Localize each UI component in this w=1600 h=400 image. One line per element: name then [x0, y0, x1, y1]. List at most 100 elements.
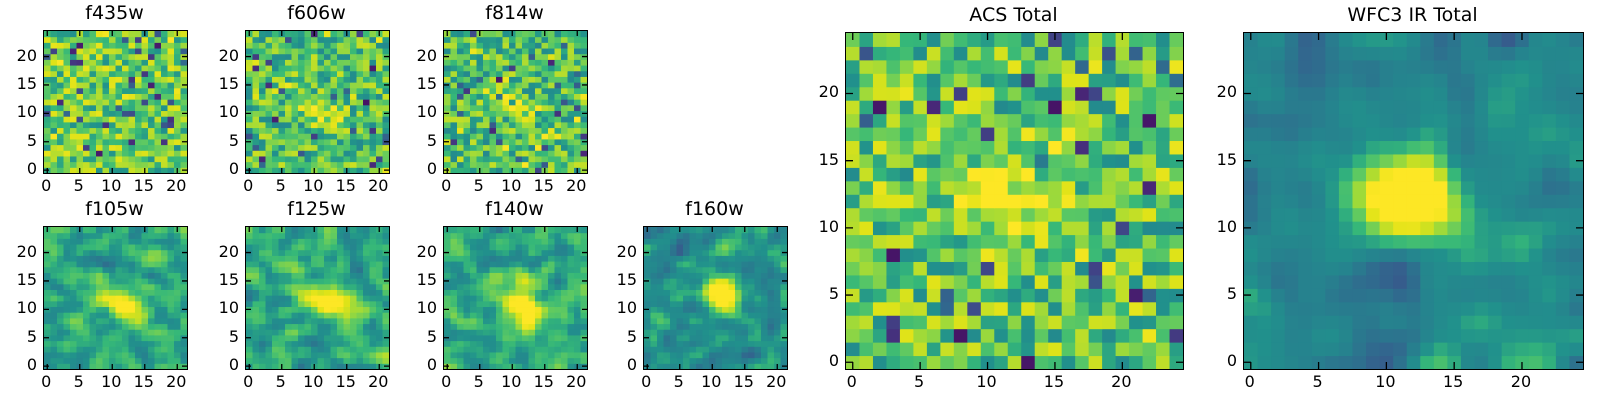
panel-title-f160w: f160w — [685, 198, 744, 220]
heatmap-canvas-wfc3-ir-total — [1243, 32, 1584, 370]
x-tick-label-acs-total-10: 10 — [976, 372, 997, 391]
y-tick-label-f140w-20: 20 — [416, 241, 437, 261]
x-tick-label-f814w-0: 0 — [441, 176, 452, 195]
y-tick-label-f814w-15: 15 — [416, 73, 437, 93]
x-tick-label-wfc3-ir-total-15: 15 — [1442, 372, 1464, 391]
heatmap-canvas-f140w — [443, 226, 588, 370]
heatmap-canvas-f435w — [43, 30, 188, 174]
x-tick-label-f435w-0: 0 — [41, 176, 52, 195]
y-tick-label-f160w-10: 10 — [616, 298, 637, 318]
y-tick-label-f160w-5: 5 — [626, 326, 637, 346]
y-tick-label-f105w-5: 5 — [26, 326, 37, 346]
x-tick-label-f140w-15: 15 — [533, 372, 554, 391]
x-tick-label-f160w-20: 20 — [766, 372, 787, 391]
y-tick-label-f125w-5: 5 — [228, 326, 239, 346]
panel-title-f814w: f814w — [485, 2, 544, 24]
y-tick-label-f125w-0: 0 — [228, 355, 239, 375]
y-tick-label-acs-total-20: 20 — [818, 82, 839, 102]
panel-title-f105w: f105w — [85, 198, 144, 220]
panel-title-f435w: f435w — [85, 2, 144, 24]
y-tick-label-acs-total-0: 0 — [828, 351, 839, 371]
y-tick-label-f606w-10: 10 — [218, 102, 239, 122]
y-tick-label-f105w-0: 0 — [26, 355, 37, 375]
x-tick-label-acs-total-15: 15 — [1043, 372, 1065, 391]
y-tick-label-wfc3-ir-total-15: 15 — [1216, 149, 1237, 169]
y-tick-label-acs-total-15: 15 — [818, 149, 839, 169]
y-tick-label-f125w-10: 10 — [218, 298, 239, 318]
x-tick-label-f140w-20: 20 — [566, 372, 587, 391]
x-tick-label-acs-total-20: 20 — [1111, 372, 1132, 391]
y-tick-label-f125w-15: 15 — [218, 269, 239, 289]
y-tick-label-f814w-20: 20 — [416, 45, 437, 65]
x-tick-label-wfc3-ir-total-20: 20 — [1510, 372, 1532, 391]
y-tick-label-wfc3-ir-total-20: 20 — [1216, 82, 1237, 102]
x-tick-label-f606w-0: 0 — [243, 176, 254, 195]
y-tick-label-f160w-15: 15 — [616, 269, 637, 289]
panel-title-wfc3-ir-total: WFC3 IR Total — [1347, 4, 1478, 26]
x-tick-label-f606w-15: 15 — [335, 176, 356, 195]
x-tick-label-f140w-10: 10 — [501, 372, 522, 391]
y-tick-label-wfc3-ir-total-0: 0 — [1226, 351, 1237, 371]
y-tick-label-f814w-5: 5 — [426, 130, 437, 150]
y-tick-label-wfc3-ir-total-5: 5 — [1226, 284, 1237, 304]
y-tick-label-f435w-10: 10 — [16, 102, 37, 122]
x-tick-label-f125w-5: 5 — [275, 372, 286, 391]
panel-title-f125w: f125w — [287, 198, 346, 220]
x-tick-label-f814w-5: 5 — [473, 176, 484, 195]
x-tick-label-f435w-15: 15 — [133, 176, 154, 195]
panel-title-f606w: f606w — [287, 2, 346, 24]
x-tick-label-f125w-15: 15 — [335, 372, 356, 391]
x-tick-label-f125w-20: 20 — [368, 372, 389, 391]
y-tick-label-f140w-10: 10 — [416, 298, 437, 318]
y-tick-label-f140w-0: 0 — [426, 355, 437, 375]
x-tick-label-f814w-20: 20 — [566, 176, 587, 195]
y-tick-label-f435w-20: 20 — [16, 45, 37, 65]
y-tick-label-f140w-5: 5 — [426, 326, 437, 346]
heatmap-canvas-acs-total — [845, 32, 1184, 370]
x-tick-label-f105w-15: 15 — [133, 372, 154, 391]
y-tick-label-f435w-0: 0 — [26, 159, 37, 179]
y-tick-label-f125w-20: 20 — [218, 241, 239, 261]
x-tick-label-f125w-0: 0 — [243, 372, 254, 391]
x-tick-label-f105w-10: 10 — [101, 372, 122, 391]
panel-title-acs-total: ACS Total — [969, 4, 1058, 26]
y-tick-label-f435w-15: 15 — [16, 73, 37, 93]
x-tick-label-f125w-10: 10 — [303, 372, 324, 391]
x-tick-label-f435w-10: 10 — [101, 176, 122, 195]
y-tick-label-acs-total-10: 10 — [818, 216, 839, 236]
y-tick-label-f814w-0: 0 — [426, 159, 437, 179]
heatmap-canvas-f125w — [245, 226, 390, 370]
y-tick-label-f160w-0: 0 — [626, 355, 637, 375]
y-tick-label-f140w-15: 15 — [416, 269, 437, 289]
y-tick-label-f105w-20: 20 — [16, 241, 37, 261]
x-tick-label-f105w-20: 20 — [166, 372, 187, 391]
heatmap-canvas-f105w — [43, 226, 188, 370]
x-tick-label-f435w-20: 20 — [166, 176, 187, 195]
x-tick-label-f140w-5: 5 — [473, 372, 484, 391]
x-tick-label-f105w-0: 0 — [41, 372, 52, 391]
heatmap-canvas-f160w — [643, 226, 788, 370]
x-tick-label-f160w-10: 10 — [701, 372, 722, 391]
x-tick-label-acs-total-0: 0 — [846, 372, 857, 391]
heatmap-canvas-f814w — [443, 30, 588, 174]
y-tick-label-f606w-5: 5 — [228, 130, 239, 150]
x-tick-label-f606w-5: 5 — [275, 176, 286, 195]
x-tick-label-f140w-0: 0 — [441, 372, 452, 391]
x-tick-label-wfc3-ir-total-10: 10 — [1375, 372, 1396, 391]
x-tick-label-f160w-0: 0 — [641, 372, 652, 391]
x-tick-label-f606w-10: 10 — [303, 176, 324, 195]
x-tick-label-f105w-5: 5 — [73, 372, 84, 391]
y-tick-label-f160w-20: 20 — [616, 241, 637, 261]
y-tick-label-f606w-20: 20 — [218, 45, 239, 65]
x-tick-label-f814w-15: 15 — [533, 176, 554, 195]
x-tick-label-wfc3-ir-total-5: 5 — [1312, 372, 1323, 391]
y-tick-label-f814w-10: 10 — [416, 102, 437, 122]
x-tick-label-f160w-15: 15 — [733, 372, 754, 391]
x-tick-label-f435w-5: 5 — [73, 176, 84, 195]
y-tick-label-acs-total-5: 5 — [828, 284, 839, 304]
x-tick-label-wfc3-ir-total-0: 0 — [1244, 372, 1255, 391]
x-tick-label-f606w-20: 20 — [368, 176, 389, 195]
heatmap-canvas-f606w — [245, 30, 390, 174]
panel-title-f140w: f140w — [485, 198, 544, 220]
